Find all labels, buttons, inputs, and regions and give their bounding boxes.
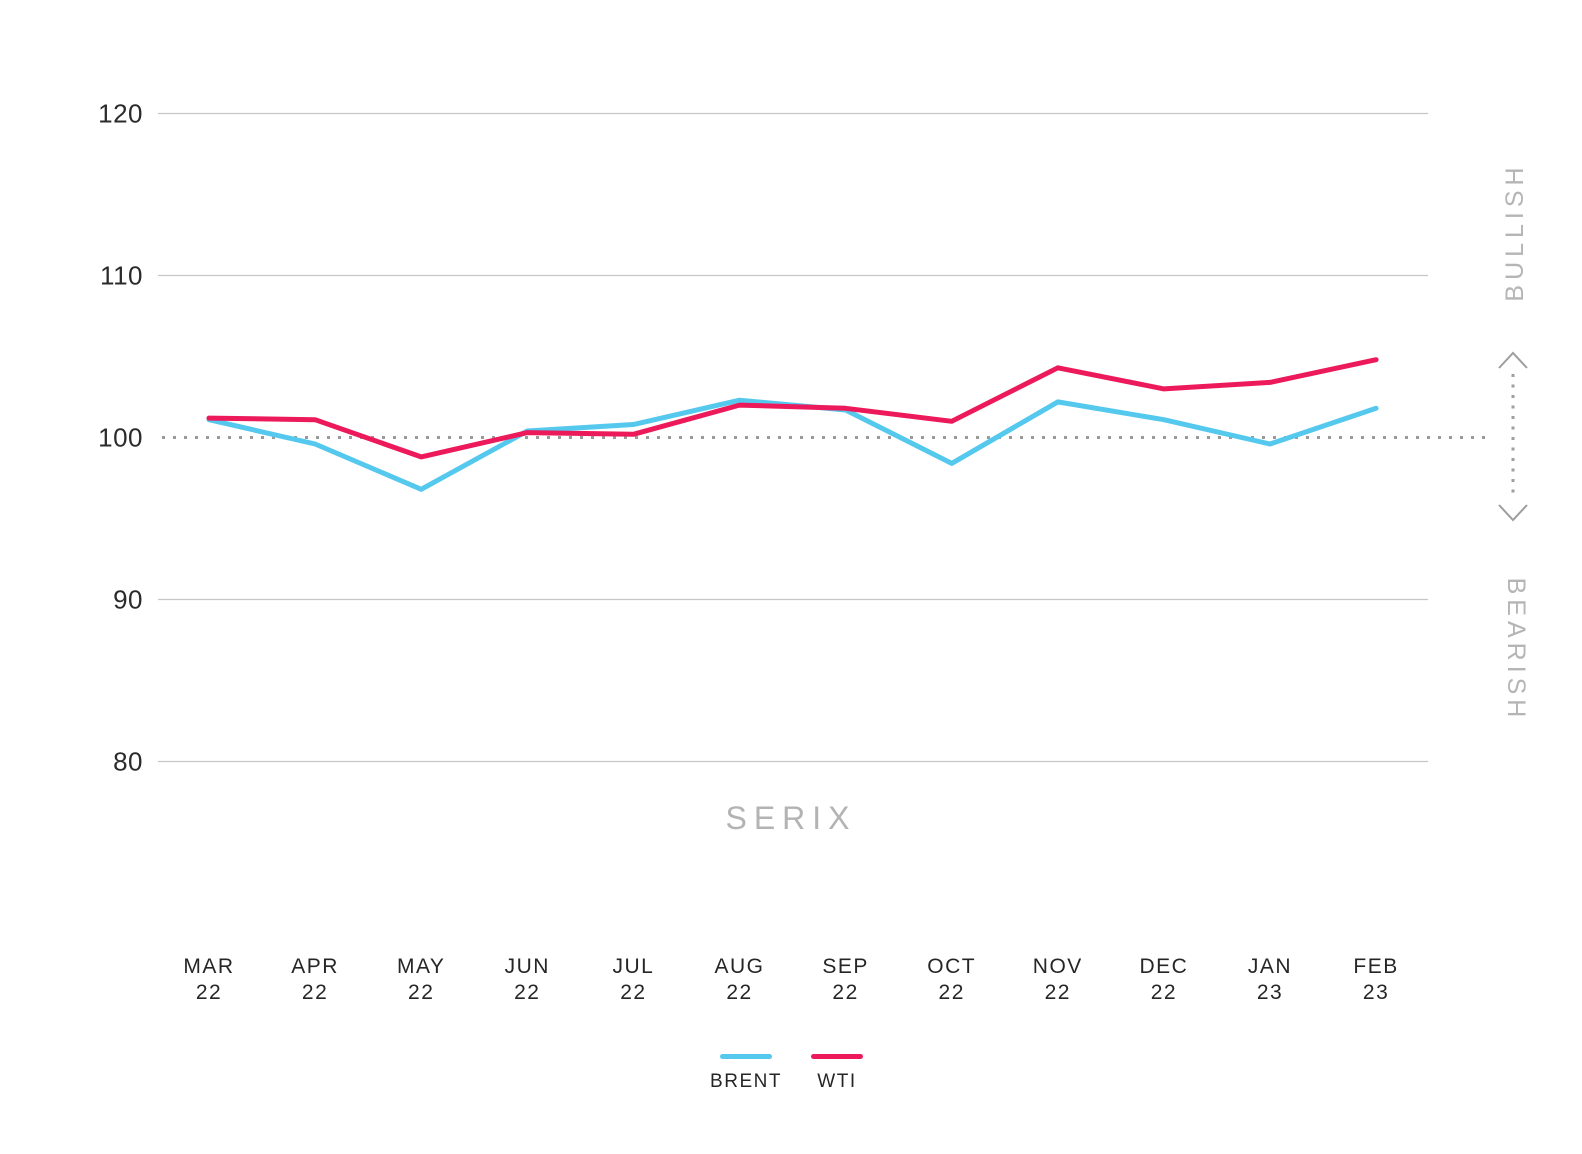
x-tick-year-label: 22	[726, 981, 752, 1004]
wti-line	[206, 357, 1379, 460]
x-tick-month-label: FEB	[1353, 955, 1398, 978]
x-tick-month-label: MAR	[183, 955, 234, 978]
x-tick-month-label: DEC	[1139, 955, 1188, 978]
chart-legend: BRENT WTI	[0, 1054, 1582, 1093]
x-tick-year-label: 22	[1151, 981, 1177, 1004]
chart-series-lines	[206, 357, 1379, 492]
x-tick-month-label: OCT	[927, 955, 976, 978]
x-tick-month-label: APR	[291, 955, 339, 978]
x-tick-year-label: 22	[1045, 981, 1071, 1004]
x-tick-month-label: NOV	[1033, 955, 1083, 978]
y-tick-label: 90	[113, 585, 143, 615]
legend-label-brent: BRENT	[710, 1071, 782, 1092]
legend-swatch-brent	[720, 1054, 772, 1059]
x-tick-month-label: JUN	[505, 955, 550, 978]
arrow-head-up-icon	[1498, 351, 1528, 369]
x-tick-year-label: 23	[1363, 981, 1389, 1004]
x-tick-year-label: 22	[832, 981, 858, 1004]
x-tick-year-label: 22	[196, 981, 222, 1004]
bullish-bearish-arrow-icon	[1498, 351, 1528, 522]
y-tick-label: 100	[98, 423, 143, 453]
x-tick-year-label: 22	[408, 981, 434, 1004]
bearish-label: BEARISH	[1502, 577, 1530, 723]
y-tick-label: 120	[98, 99, 143, 129]
legend-label-wti: WTI	[817, 1071, 857, 1092]
x-tick-month-label: JUL	[612, 955, 654, 978]
y-tick-label: 110	[100, 261, 143, 291]
x-tick-month-label: AUG	[714, 955, 764, 978]
x-tick-year-label: 22	[939, 981, 965, 1004]
arrow-head-down-icon	[1498, 504, 1528, 522]
bullish-label: BULLISH	[1501, 162, 1529, 302]
x-tick-month-label: MAY	[397, 955, 445, 978]
chart-title: SERIX	[725, 800, 857, 836]
legend-item-wti: WTI	[802, 1054, 872, 1093]
legend-item-brent: BRENT	[710, 1054, 782, 1093]
gridlines	[158, 112, 1490, 763]
x-tick-year-label: 22	[514, 981, 540, 1004]
x-axis-month-labels: MAR 22 APR 22 MAY 22 JUN 22 JUL 22 AUG 22 SEP 22 OCT 22…	[183, 955, 1398, 1004]
x-tick-year-label: 22	[302, 981, 328, 1004]
legend-swatch-wti	[810, 1054, 863, 1059]
x-tick-month-label: JAN	[1248, 955, 1292, 978]
x-tick-year-label: 23	[1257, 981, 1283, 1004]
x-tick-month-label: SEP	[822, 955, 869, 978]
y-axis-tick-labels: 120 110 100 90 80	[98, 99, 143, 777]
x-tick-year-label: 22	[620, 981, 646, 1004]
y-tick-label: 80	[113, 747, 143, 777]
